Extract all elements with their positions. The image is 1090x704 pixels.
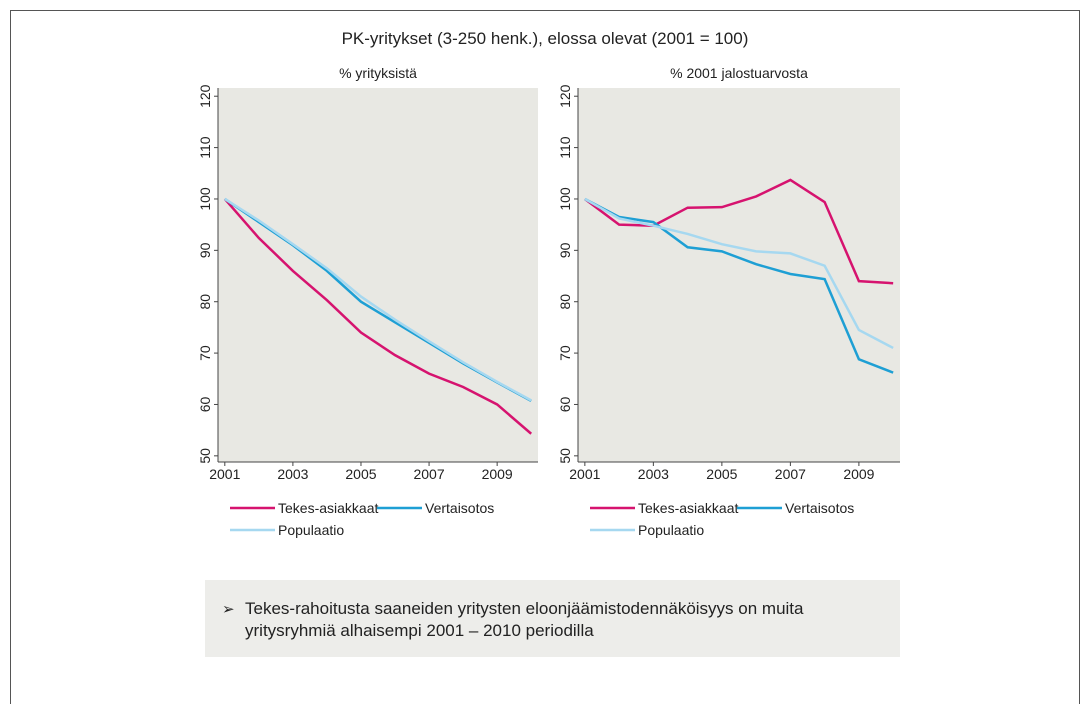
y-tick-label: 110 <box>197 136 213 159</box>
series-line <box>224 197 532 402</box>
y-tick-label: 100 <box>197 187 213 211</box>
y-tick-label: 120 <box>197 84 213 108</box>
y-tick-label: 80 <box>197 294 213 310</box>
legend-label: Vertaisotos <box>425 500 494 516</box>
plot-area <box>218 88 538 462</box>
y-tick-label: 50 <box>557 448 573 464</box>
y-tick-label: 90 <box>557 242 573 258</box>
legend-label: Populaatio <box>278 522 344 538</box>
note: Tekes-rahoitusta saaneiden yritysten elo… <box>245 599 804 640</box>
chart-subtitle: % 2001 jalostuarvosta <box>670 65 808 81</box>
x-tick-label: 2003 <box>638 466 669 482</box>
note-box <box>205 580 900 657</box>
x-tick-label: 2005 <box>706 466 737 482</box>
x-tick-label: 2005 <box>345 466 376 482</box>
x-tick-label: 2009 <box>843 466 874 482</box>
legend-label: Vertaisotos <box>785 500 854 516</box>
y-tick-label: 120 <box>557 84 573 108</box>
y-tick-label: 60 <box>197 396 213 412</box>
series-line <box>584 197 894 350</box>
x-tick-label: 2009 <box>482 466 513 482</box>
plot-area <box>578 88 900 462</box>
y-tick-label: 50 <box>197 448 213 464</box>
y-tick-label: 80 <box>557 294 573 310</box>
legend-label: Populaatio <box>638 522 704 538</box>
slide-title: PK-yritykset (3-250 henk.), elossa oleva… <box>342 29 749 48</box>
legend-label: Tekes-asiakkaat <box>638 500 738 516</box>
x-tick-label: 2007 <box>413 466 444 482</box>
chart-subtitle: % yrityksistä <box>339 65 417 81</box>
x-tick-label: 2007 <box>775 466 806 482</box>
y-tick-label: 100 <box>557 187 573 211</box>
y-tick-label: 70 <box>557 345 573 361</box>
x-tick-label: 2001 <box>209 466 240 482</box>
series-line <box>223 198 533 435</box>
y-tick-label: 60 <box>557 396 573 412</box>
x-tick-label: 2001 <box>569 466 600 482</box>
series-line <box>584 197 894 374</box>
x-tick-label: 2003 <box>277 466 308 482</box>
y-tick-label: 110 <box>557 136 573 159</box>
series-line <box>584 178 894 285</box>
y-tick-label: 70 <box>197 345 213 361</box>
legend-label: Tekes-asiakkaat <box>278 500 378 516</box>
y-tick-label: 90 <box>197 242 213 258</box>
bullet: ➢ <box>222 601 235 618</box>
note-wrap: Tekes-rahoitusta saaneiden yritysten elo… <box>245 599 804 640</box>
